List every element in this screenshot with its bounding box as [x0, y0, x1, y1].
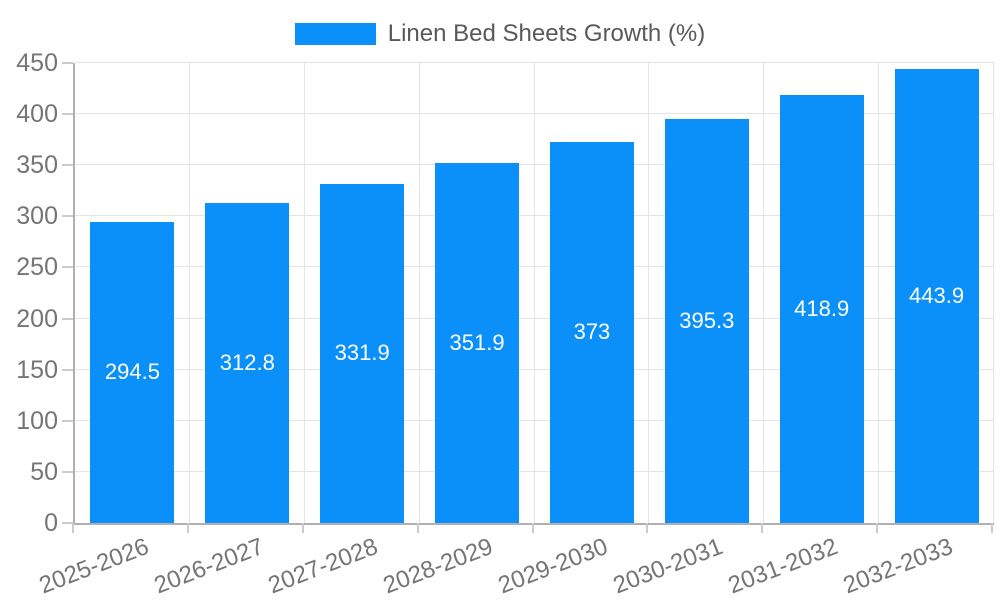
x-axis-tick — [72, 523, 74, 533]
bar-value-label: 373 — [573, 319, 611, 345]
h-gridline — [75, 368, 994, 370]
x-axis-tick — [876, 523, 879, 533]
y-axis-tick-label: 350 — [16, 151, 58, 180]
legend-label[interactable]: Linen Bed Sheets Growth (%) — [387, 20, 706, 47]
y-axis-tick — [62, 368, 73, 371]
y-axis-tick-label: 100 — [16, 406, 58, 435]
y-axis-tick — [62, 113, 73, 116]
v-gridline — [763, 63, 765, 523]
h-gridline — [75, 62, 994, 64]
bar-value-label: 395.3 — [679, 307, 735, 333]
bar-value-label: 418.9 — [794, 295, 850, 321]
x-axis-tick — [301, 523, 304, 533]
legend[interactable]: Linen Bed Sheets Growth (%) — [0, 20, 1000, 48]
x-axis-tick-label: 2032-2033 — [839, 533, 957, 600]
y-axis-tick-label: 400 — [16, 100, 58, 129]
y-axis-tick — [62, 522, 73, 524]
v-gridline — [533, 63, 535, 523]
y-axis-tick — [62, 62, 73, 64]
y-axis-tick-label: 50 — [30, 457, 58, 486]
v-gridline — [188, 63, 190, 523]
bar — [894, 69, 979, 523]
y-axis-tick-label: 200 — [16, 304, 58, 333]
x-axis-tick-label: 2026-2027 — [150, 533, 267, 600]
h-gridline — [75, 317, 994, 319]
bar-value-label: 443.9 — [909, 283, 965, 309]
y-axis-tick — [62, 215, 73, 218]
x-axis-tick-label: 2031-2032 — [724, 533, 842, 600]
x-axis-tick — [646, 523, 649, 533]
h-gridline — [75, 164, 994, 166]
y-axis-tick-label: 250 — [16, 253, 58, 282]
y-axis-tick-label: 450 — [16, 49, 58, 77]
bar-value-label: 312.8 — [219, 350, 275, 376]
x-axis-tick — [186, 523, 189, 533]
bar — [435, 163, 520, 523]
y-axis-tick-label: 0 — [44, 509, 58, 537]
x-axis-tick-label: 2027-2028 — [265, 533, 382, 600]
y-axis-tick — [62, 317, 73, 320]
x-axis-tick — [416, 523, 419, 533]
bar — [320, 183, 405, 523]
y-axis-tick — [62, 266, 73, 269]
bar-value-label: 294.5 — [104, 359, 160, 385]
x-axis-tick-label: 2025-2026 — [35, 533, 153, 600]
x-axis-tick-label: 2030-2031 — [609, 533, 727, 600]
v-gridline — [993, 63, 994, 523]
bar — [90, 221, 175, 523]
x-axis-tick-label: 2028-2029 — [379, 533, 497, 600]
bar-value-label: 331.9 — [334, 340, 390, 366]
y-axis-tick-label: 150 — [16, 355, 58, 384]
v-gridline — [303, 63, 305, 523]
bar — [205, 203, 290, 523]
x-axis-tick — [991, 523, 993, 533]
x-axis-tick — [761, 523, 764, 533]
h-gridline — [75, 419, 994, 421]
y-axis-tick — [62, 470, 73, 473]
h-gridline — [75, 470, 994, 472]
y-axis-tick — [62, 419, 73, 422]
v-gridline — [418, 63, 420, 523]
h-gridline — [75, 215, 994, 217]
v-gridline — [878, 63, 880, 523]
bar — [664, 118, 749, 523]
bar — [549, 141, 634, 523]
bar — [779, 94, 864, 523]
h-gridline — [75, 113, 994, 115]
y-axis-tick — [62, 164, 73, 167]
legend-swatch[interactable] — [294, 23, 376, 45]
x-axis-tick — [531, 523, 534, 533]
v-gridline — [648, 63, 650, 523]
y-axis-tick-label: 300 — [16, 202, 58, 231]
h-gridline — [75, 266, 994, 268]
x-axis-tick-label: 2029-2030 — [494, 533, 612, 600]
plot-area: 294.5 312.8 331.9 351.9 373 395.3 418.9 443.9 — [73, 62, 994, 525]
bar-value-label: 351.9 — [449, 330, 505, 356]
